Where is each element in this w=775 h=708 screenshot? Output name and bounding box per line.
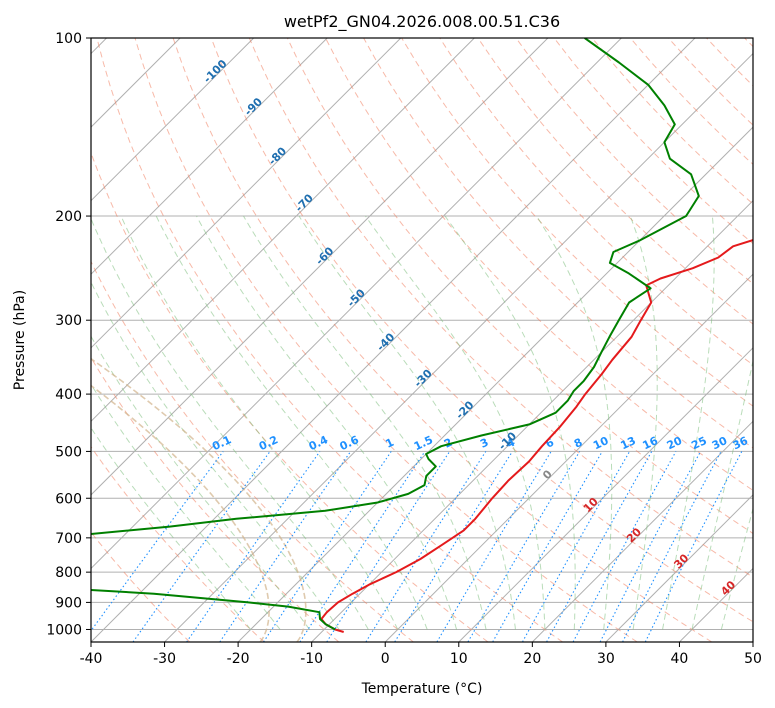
y-tick-label: 400 xyxy=(55,387,82,403)
background-lines xyxy=(91,38,753,642)
dry-adiabat xyxy=(325,38,753,491)
y-axis-label: Pressure (hPa) xyxy=(12,290,28,390)
mixing-ratio-line xyxy=(394,451,513,642)
mixing-ratio-line xyxy=(219,451,352,642)
y-tick-label: 1000 xyxy=(46,622,82,638)
isotherm-line xyxy=(91,38,475,423)
chart-title: wetPf2_GN04.2026.008.00.51.C36 xyxy=(284,12,560,32)
x-tick-label: -20 xyxy=(227,651,250,667)
y-tick-label: 900 xyxy=(55,595,82,611)
isotherm-line xyxy=(605,494,753,642)
moist-adiabat xyxy=(243,215,487,630)
moist-adiabat xyxy=(120,215,399,630)
y-axis-ticks: 100 200 300 400 500 600 700 800 900 1000 xyxy=(46,31,91,638)
y-tick-label: 600 xyxy=(55,491,82,507)
x-tick-label: 30 xyxy=(597,651,615,667)
isotherm-line xyxy=(384,273,753,642)
isotherm-line xyxy=(91,38,696,642)
moist-adiabat xyxy=(444,215,576,630)
x-tick-label: -30 xyxy=(153,651,176,667)
mixing-ratio-line xyxy=(91,451,224,632)
y-tick-label: 100 xyxy=(55,31,82,47)
dry-adiabat xyxy=(210,38,753,623)
x-tick-label: 10 xyxy=(450,651,468,667)
isotherm-line xyxy=(237,126,753,642)
mixing-ratio-label: 30 xyxy=(710,434,730,452)
x-tick-label: -40 xyxy=(80,651,103,667)
moist-adiabat xyxy=(691,358,753,630)
mixing-ratio-line xyxy=(263,451,392,642)
x-axis-ticks: -40 -30 -20 -10 0 10 20 30 40 50 xyxy=(80,642,762,667)
mixing-ratio-label: 25 xyxy=(689,434,708,452)
dry-adiabat xyxy=(96,38,563,642)
x-axis-label: Temperature (°C) xyxy=(361,681,483,697)
dry-adiabat xyxy=(286,38,753,535)
moist-adiabat xyxy=(629,215,658,630)
mixing-ratio-line xyxy=(522,451,631,642)
mixing-ratio-line xyxy=(644,451,743,642)
mixing-ratio-line xyxy=(572,451,677,642)
moist-adiabat xyxy=(91,427,251,630)
profile-lines xyxy=(91,38,753,633)
y-tick-label: 700 xyxy=(55,531,82,547)
moist-adiabat xyxy=(662,215,715,630)
moist-adiabat xyxy=(91,281,340,630)
y-tick-label: 300 xyxy=(55,313,82,329)
x-tick-label: 50 xyxy=(744,651,762,667)
moist-adiabat xyxy=(91,335,310,630)
x-tick-label: -10 xyxy=(300,651,323,667)
dry-adiabat xyxy=(248,38,753,578)
growth-zone-line xyxy=(91,357,307,642)
mixing-ratio-line xyxy=(132,451,271,642)
moist-adiabat xyxy=(155,215,428,630)
mixing-ratio-label: 16 xyxy=(641,434,661,452)
mixing-ratio-line xyxy=(326,451,451,642)
x-tick-label: 20 xyxy=(523,651,541,667)
dry-adiabat xyxy=(172,38,713,642)
isotherm-line xyxy=(91,38,255,202)
isotherm-line xyxy=(752,641,753,642)
isotherm-line xyxy=(531,420,753,642)
dry-adiabat xyxy=(91,260,414,642)
y-tick-label: 500 xyxy=(55,444,82,460)
moist-adiabat xyxy=(365,215,546,630)
y-tick-label: 200 xyxy=(55,209,82,225)
isotherm-line xyxy=(91,38,402,349)
mixing-ratio-line xyxy=(546,451,653,642)
isotherm-line xyxy=(164,52,753,642)
isotherm-line xyxy=(91,38,622,570)
y-tick-label: 800 xyxy=(55,565,82,581)
dry-adiabat xyxy=(515,38,753,285)
mixing-ratio-line xyxy=(186,451,321,642)
plot-area xyxy=(91,38,753,642)
growth-zone-line xyxy=(91,384,270,642)
dry-adiabat xyxy=(91,356,340,642)
x-tick-label: 40 xyxy=(671,651,689,667)
moist-adiabat xyxy=(536,215,613,630)
plot-frame xyxy=(90,37,754,643)
moist-adiabat xyxy=(91,383,281,630)
mixing-ratio-label: 36 xyxy=(731,434,751,452)
mixing-ratio-label: 10 xyxy=(591,434,611,452)
moist-adiabat xyxy=(91,217,369,630)
mixing-ratio-label: 13 xyxy=(618,434,637,452)
mixing-ratio-label: 20 xyxy=(665,434,685,452)
temperature-profile xyxy=(320,239,753,633)
isotherm-line xyxy=(458,347,753,642)
isotherm-line xyxy=(91,38,549,496)
moist-adiabat xyxy=(298,215,516,630)
isotherm-line xyxy=(91,38,328,275)
mixing-ratio-line xyxy=(299,451,426,642)
x-tick-label: 0 xyxy=(381,651,390,667)
dewpoint-profile xyxy=(91,38,700,631)
